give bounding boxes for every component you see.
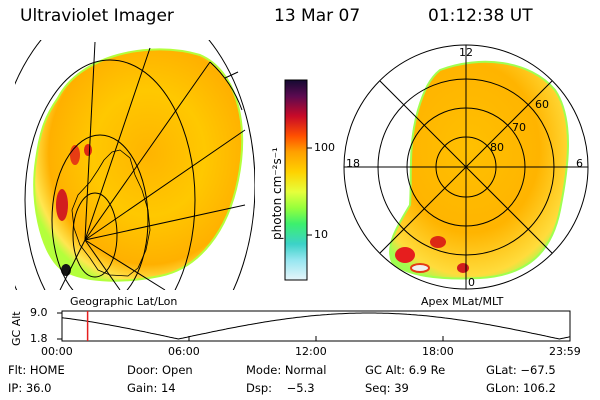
aurora-patch	[70, 145, 80, 165]
right-panel-caption: Apex MLat/MLT	[421, 295, 504, 308]
glon-info: GLon: 106.2	[486, 381, 556, 395]
seq-info: Seq: 39	[365, 381, 409, 395]
mlat-label-80: 80	[490, 141, 504, 154]
colorbar-gradient	[284, 79, 308, 281]
instrument-title: Ultraviolet Imager	[20, 6, 174, 26]
xtick-label: 12:00	[295, 345, 327, 358]
aurora-patch	[56, 189, 68, 221]
altitude-ylabel: GC Alt	[10, 311, 23, 346]
dsp-info: Dsp: −5.3	[246, 381, 315, 395]
door-info: Door: Open	[127, 363, 193, 377]
polar-grid	[343, 44, 589, 290]
colorbar-tick-label-100: 100	[314, 141, 335, 154]
filter-info: Flt: HOME	[8, 363, 65, 377]
aurora-patch	[84, 144, 92, 156]
xtick-label: 00:00	[41, 345, 73, 358]
altitude-ytick-9: 9.0	[30, 306, 48, 319]
mlt-label-0: 0	[468, 276, 475, 289]
mode-info: Mode: Normal	[246, 363, 327, 377]
xtick-label: 23:59	[549, 345, 581, 358]
apex-polar-image	[343, 44, 589, 290]
time-label: 01:12:38 UT	[428, 6, 533, 26]
geo-grid-arc	[209, 61, 243, 111]
altitude-plot	[57, 310, 571, 342]
left-panel-caption: Geographic Lat/Lon	[70, 295, 178, 308]
mlat-label-60: 60	[535, 98, 549, 111]
mlt-label-18: 18	[346, 157, 360, 170]
aurora-patch	[410, 263, 430, 273]
glat-info: GLat: −67.5	[486, 363, 556, 377]
colorbar	[284, 79, 312, 281]
date-label: 13 Mar 07	[274, 6, 361, 26]
geographic-image	[15, 40, 255, 290]
xtick-label: 06:00	[168, 345, 200, 358]
aurora-patch	[457, 263, 469, 273]
mlt-label-12: 12	[459, 46, 473, 59]
coastline	[71, 149, 151, 277]
colorbar-unit-label: photon cm⁻²s⁻¹	[270, 147, 284, 240]
aurora-patch	[395, 247, 415, 263]
geo-grid-arc	[224, 71, 239, 79]
mlt-label-6: 6	[576, 157, 583, 170]
colorbar-tick-label-10: 10	[314, 228, 328, 241]
aurora-patch	[430, 236, 446, 248]
gc-alt-info: GC Alt: 6.9 Re	[365, 363, 446, 377]
altitude-ytick-1-8: 1.8	[30, 332, 48, 345]
ip-info: IP: 36.0	[8, 381, 52, 395]
xtick-label: 18:00	[422, 345, 454, 358]
mlat-label-70: 70	[512, 121, 526, 134]
gain-info: Gain: 14	[127, 381, 176, 395]
geo-grid	[15, 40, 255, 290]
altitude-curve	[61, 312, 571, 340]
